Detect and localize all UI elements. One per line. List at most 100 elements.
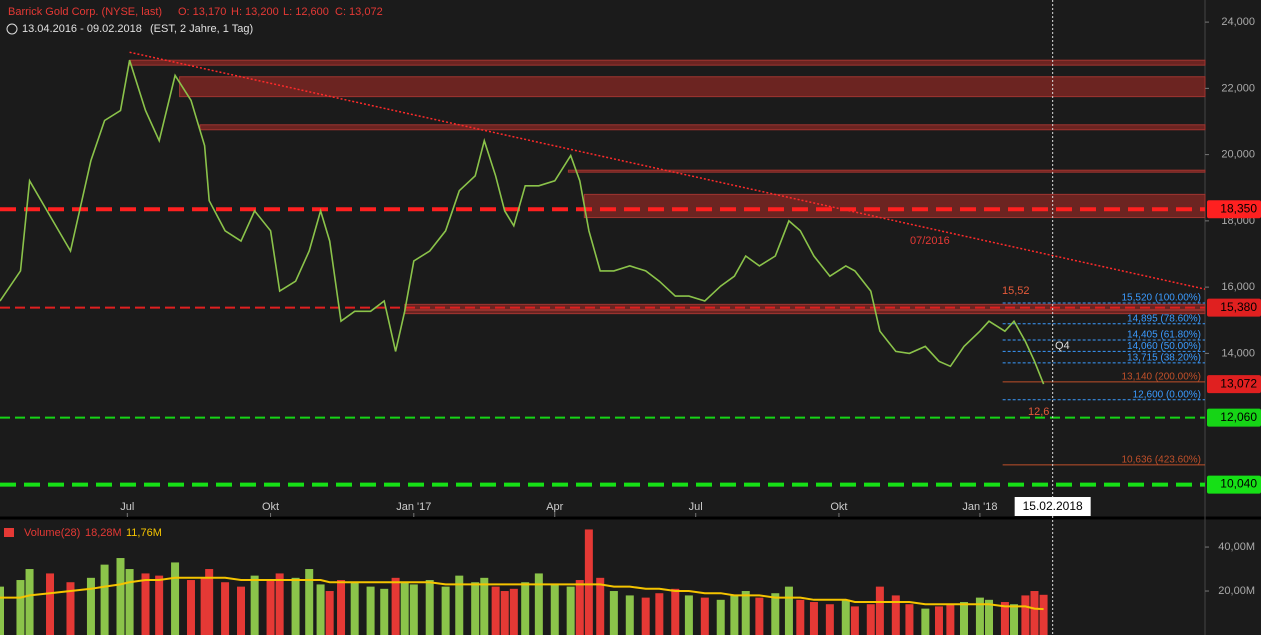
volume-bar — [337, 580, 346, 635]
volume-bar — [116, 558, 125, 635]
volume-bar — [596, 577, 605, 635]
volume-bar — [141, 573, 150, 635]
level-badge — [1207, 475, 1261, 494]
volume-bar — [125, 569, 134, 635]
fib-label: 14,060 (50.00%) — [1127, 341, 1201, 352]
subtitle: 13.04.2016 - 09.02.2018 — [22, 23, 142, 35]
volume-bar — [550, 584, 559, 635]
x-tick-label: Apr — [546, 501, 563, 513]
volume-bar — [566, 586, 575, 635]
volume-bar — [625, 595, 634, 635]
volume-bar — [975, 597, 984, 635]
volume-bar — [409, 584, 418, 635]
y-tick-label: 14,000 — [1221, 347, 1255, 359]
volume-bar — [850, 606, 859, 635]
volume-bar — [480, 577, 489, 635]
volume-bar — [784, 586, 793, 635]
ohlc-close: C: 13,072 — [335, 6, 383, 18]
volume-bar — [891, 595, 900, 635]
volume-bar — [86, 577, 95, 635]
chart-title: Barrick Gold Corp. (NYSE, last) — [8, 6, 162, 18]
volume-bar — [100, 564, 109, 635]
volume-bar — [441, 586, 450, 635]
volume-bar — [960, 602, 968, 635]
x-tick-label: Okt — [830, 501, 847, 513]
y-tick-label: 16,000 — [1221, 281, 1255, 293]
volume-bar — [66, 582, 75, 635]
x-tick-label: Jan '18 — [962, 501, 997, 513]
volume-bar — [905, 604, 914, 635]
trendline — [129, 51, 1206, 290]
volume-title: Volume(28) — [24, 527, 80, 539]
volume-bar — [641, 597, 650, 635]
volume-bar — [391, 577, 400, 635]
volume-bar — [366, 586, 375, 635]
volume-bar — [325, 591, 334, 635]
volume-bar — [155, 575, 164, 635]
volume-bar — [796, 599, 805, 635]
volume-bar — [534, 573, 543, 635]
volume-bar — [455, 575, 464, 635]
volume-bar — [171, 562, 180, 635]
volume-bar — [266, 580, 275, 635]
volume-avg-last: 11,76M — [126, 527, 162, 539]
trend-label: 07/2016 — [910, 235, 950, 247]
volume-bar — [575, 580, 584, 635]
volume-tick-label: 40,00M — [1218, 541, 1255, 553]
volume-bar — [350, 582, 359, 635]
volume-bar — [730, 595, 739, 635]
volume-bar — [200, 577, 209, 635]
price-line — [0, 59, 1045, 385]
volume-tick-label: 20,00M — [1218, 585, 1255, 597]
volume-bar — [1039, 594, 1048, 635]
fib-label: 14,405 (61.80%) — [1127, 330, 1201, 341]
volume-bar — [509, 588, 518, 635]
volume-bar — [425, 580, 434, 635]
volume-bar — [275, 573, 284, 635]
level-label: 15,380 — [1220, 300, 1257, 314]
volume-bar — [186, 580, 195, 635]
level-badge — [1207, 408, 1261, 427]
y-tick-label: 22,000 — [1221, 82, 1255, 94]
volume-bar — [875, 586, 884, 635]
level-badge — [1207, 200, 1261, 219]
x-tick-label: Okt — [262, 501, 279, 513]
volume-bar — [1021, 595, 1030, 635]
volume-last: 18,28M — [85, 527, 122, 539]
resistance-zone — [199, 124, 1206, 131]
volume-bar — [866, 604, 875, 635]
volume-bar — [584, 529, 593, 635]
subtitle-note: (EST, 2 Jahre, 1 Tag) — [150, 23, 253, 35]
volume-bar — [380, 588, 389, 635]
level-label: 18,350 — [1220, 201, 1257, 215]
fib-label: 12,600 (0.00%) — [1133, 389, 1201, 400]
x-tick-label: Jan '17 — [396, 501, 431, 513]
volume-bar — [771, 593, 780, 635]
volume-bar — [46, 573, 55, 635]
fib-label: 10,636 (423.60%) — [1121, 454, 1201, 465]
volume-bar — [841, 599, 850, 635]
clock-icon — [6, 23, 18, 35]
volume-bar — [250, 575, 259, 635]
fib-label: 14,895 (78.60%) — [1127, 313, 1201, 324]
volume-bar — [755, 597, 764, 635]
volume-bar — [0, 586, 4, 635]
volume-bar — [985, 599, 994, 635]
cursor-label: 15.02.2018 — [1023, 499, 1083, 513]
annotation: 15,52 — [1002, 285, 1030, 297]
volume-bar — [684, 595, 693, 635]
volume-average — [0, 576, 1044, 611]
volume-bar — [400, 582, 409, 635]
volume-icon — [4, 528, 14, 537]
volume-bar — [700, 597, 709, 635]
ohlc-low: L: 12,600 — [283, 6, 329, 18]
fib-label: 13,140 (200.00%) — [1121, 372, 1201, 383]
fib-label: 13,715 (38.20%) — [1127, 352, 1201, 363]
volume-bar — [934, 606, 943, 635]
annotation: 12,6 — [1028, 406, 1049, 418]
level-label: 10,040 — [1220, 477, 1257, 491]
volume-bar — [291, 577, 300, 635]
volume-bar — [491, 586, 500, 635]
